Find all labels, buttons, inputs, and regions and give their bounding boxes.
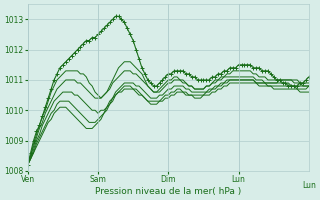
Text: Lun: Lun	[302, 181, 316, 190]
X-axis label: Pression niveau de la mer( hPa ): Pression niveau de la mer( hPa )	[95, 187, 241, 196]
